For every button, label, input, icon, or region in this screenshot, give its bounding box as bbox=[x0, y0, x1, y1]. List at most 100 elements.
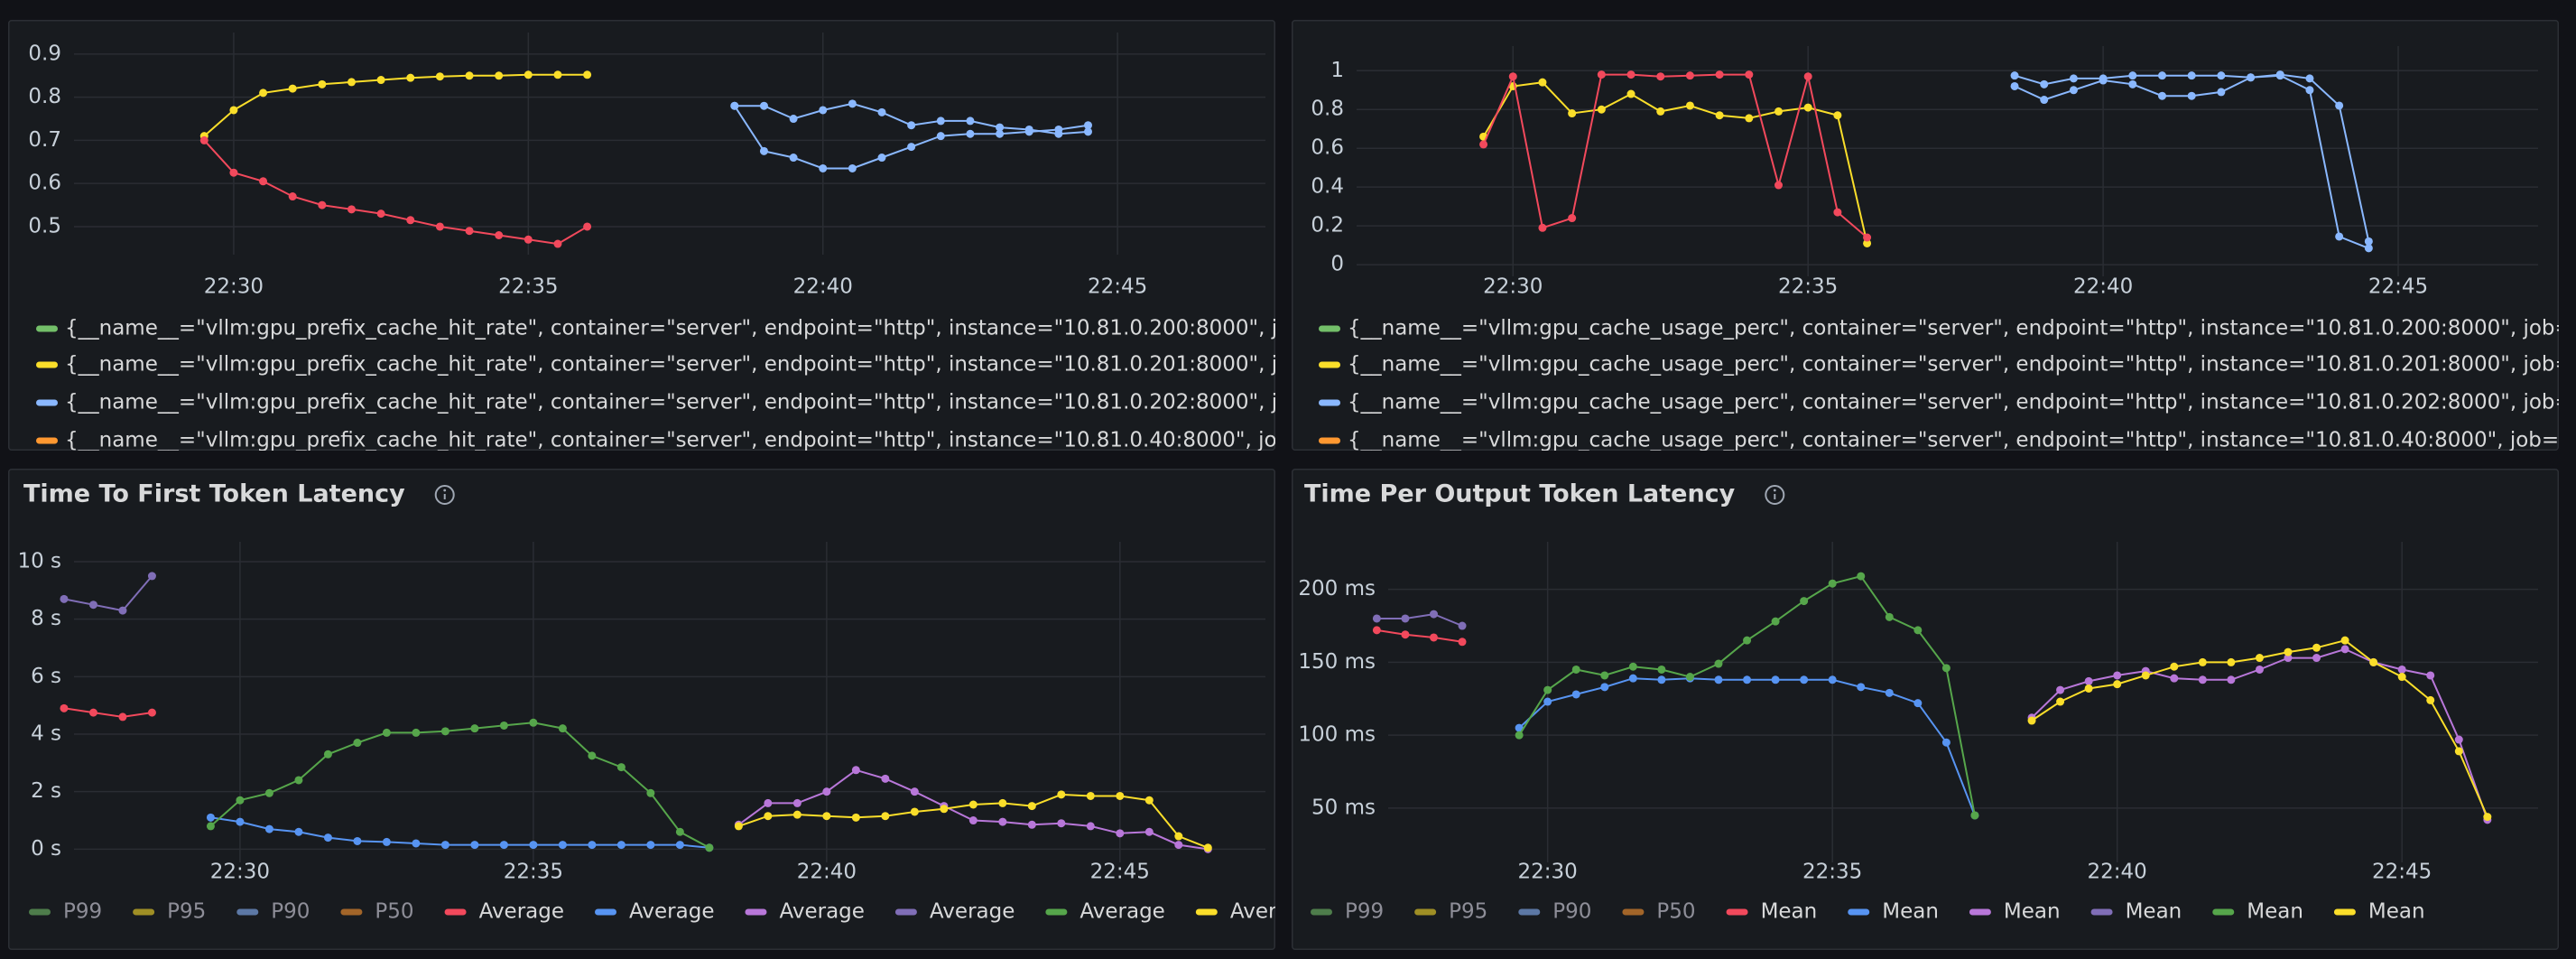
data-point bbox=[206, 822, 215, 831]
data-point bbox=[910, 787, 919, 796]
data-point bbox=[764, 812, 773, 821]
legend-swatch bbox=[36, 325, 58, 332]
data-point bbox=[2158, 91, 2166, 100]
data-point bbox=[2040, 96, 2049, 105]
data-point bbox=[382, 837, 391, 846]
data-point bbox=[118, 606, 127, 615]
y-tick-label: 200 ms bbox=[1298, 577, 1376, 601]
data-point bbox=[2113, 671, 2122, 680]
y-tick-label: 0.6 bbox=[1311, 136, 1344, 160]
panel bbox=[8, 469, 1275, 950]
data-point bbox=[2340, 645, 2349, 654]
legend-label[interactable]: P95 bbox=[167, 900, 206, 924]
data-point bbox=[616, 763, 625, 772]
data-point bbox=[998, 798, 1007, 807]
series-line bbox=[1376, 628, 1463, 643]
legend-label[interactable]: Mean bbox=[1761, 900, 1818, 924]
data-point bbox=[1745, 114, 1754, 123]
data-point bbox=[2217, 88, 2226, 97]
data-point bbox=[734, 822, 743, 831]
legend-label[interactable]: P50 bbox=[375, 900, 413, 924]
data-point bbox=[2426, 671, 2435, 680]
data-point bbox=[2084, 676, 2093, 685]
data-point bbox=[2483, 813, 2492, 822]
data-point bbox=[1372, 614, 1381, 623]
legend-label[interactable]: Mean bbox=[2368, 900, 2425, 924]
data-point bbox=[1771, 675, 1780, 684]
series-line bbox=[203, 139, 588, 246]
legend-swatch bbox=[236, 908, 259, 916]
legend-swatch bbox=[1622, 908, 1645, 916]
data-point bbox=[1024, 127, 1033, 136]
data-point bbox=[1833, 208, 1842, 217]
data-point bbox=[2128, 71, 2137, 80]
legend-swatch bbox=[36, 361, 58, 368]
data-point bbox=[646, 788, 655, 797]
data-point bbox=[1429, 633, 1438, 642]
info-icon[interactable] bbox=[1765, 485, 1785, 505]
data-point bbox=[60, 594, 69, 603]
data-point bbox=[2255, 665, 2264, 674]
data-point bbox=[2069, 86, 2078, 95]
data-point bbox=[1057, 790, 1066, 799]
legend-label[interactable]: Average bbox=[1080, 900, 1164, 924]
data-point bbox=[2158, 71, 2166, 80]
data-point bbox=[1084, 127, 1093, 136]
data-point bbox=[1803, 72, 1812, 81]
info-icon[interactable] bbox=[434, 485, 455, 505]
data-point bbox=[792, 810, 802, 819]
series-line bbox=[1482, 81, 1868, 244]
data-point bbox=[583, 70, 592, 79]
data-point bbox=[1833, 111, 1842, 120]
data-point bbox=[465, 227, 474, 236]
legend-label[interactable]: Mean bbox=[1882, 900, 1939, 924]
legend-label[interactable]: Mean bbox=[2004, 900, 2061, 924]
data-point bbox=[2170, 662, 2179, 671]
data-point bbox=[1685, 101, 1694, 110]
data-point bbox=[1715, 111, 1724, 120]
legend-label[interactable]: Mean bbox=[2126, 900, 2182, 924]
x-tick-label: 22:35 bbox=[504, 861, 563, 884]
data-point bbox=[1515, 731, 1524, 740]
data-point bbox=[1774, 181, 1783, 190]
legend-label[interactable]: P50 bbox=[1656, 900, 1695, 924]
panel bbox=[1292, 20, 2559, 451]
data-point bbox=[323, 833, 332, 843]
legend-label[interactable]: Average bbox=[930, 900, 1015, 924]
legend-label[interactable]: Average bbox=[479, 900, 564, 924]
data-point bbox=[1803, 103, 1812, 112]
legend-swatch bbox=[444, 908, 467, 916]
legend-swatch bbox=[1319, 361, 1340, 368]
data-point bbox=[1458, 638, 1467, 647]
legend-swatch bbox=[2333, 908, 2356, 916]
series-line bbox=[210, 816, 709, 849]
data-point bbox=[353, 739, 362, 748]
data-point bbox=[2010, 81, 2019, 90]
legend-label[interactable]: P90 bbox=[271, 900, 310, 924]
data-point bbox=[353, 836, 362, 845]
data-point bbox=[2364, 237, 2373, 246]
data-point bbox=[2454, 747, 2463, 756]
data-point bbox=[936, 116, 945, 126]
legend-label[interactable]: Average bbox=[629, 900, 714, 924]
data-point bbox=[435, 72, 444, 81]
legend-label[interactable]: P90 bbox=[1552, 900, 1591, 924]
legend-label[interactable]: P99 bbox=[63, 900, 102, 924]
series-line bbox=[1482, 73, 1868, 238]
legend-label[interactable]: P95 bbox=[1449, 900, 1487, 924]
legend-label[interactable]: Mean bbox=[2247, 900, 2303, 924]
legend-label[interactable]: P99 bbox=[1345, 900, 1384, 924]
x-tick-label: 22:40 bbox=[793, 275, 853, 299]
y-tick-label: 150 ms bbox=[1298, 650, 1376, 674]
y-tick-label: 0.8 bbox=[1311, 98, 1344, 121]
data-point bbox=[1027, 820, 1036, 829]
legend-swatch bbox=[133, 908, 155, 916]
legend-label[interactable]: Average bbox=[779, 900, 864, 924]
data-point bbox=[376, 209, 385, 219]
legend-label[interactable]: Average bbox=[1230, 900, 1315, 924]
panel bbox=[1292, 469, 2559, 950]
data-point bbox=[1600, 683, 1609, 692]
series-line bbox=[63, 707, 153, 718]
data-point bbox=[229, 168, 238, 177]
x-tick-label: 22:30 bbox=[210, 861, 270, 884]
